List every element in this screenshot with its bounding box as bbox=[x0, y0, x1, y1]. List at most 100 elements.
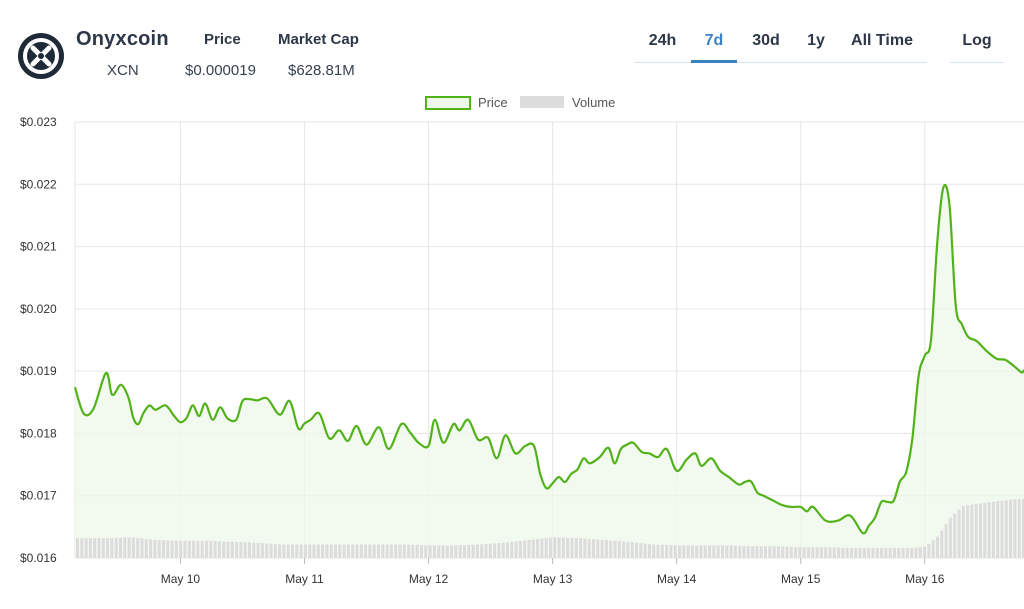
volume-bar bbox=[445, 545, 449, 558]
volume-bar bbox=[394, 544, 398, 558]
volume-bar bbox=[828, 547, 832, 558]
volume-bar bbox=[248, 542, 251, 558]
volume-bar bbox=[764, 546, 767, 558]
volume-bar bbox=[119, 537, 122, 558]
price-series bbox=[73, 183, 1024, 558]
volume-bar bbox=[424, 545, 428, 558]
volume-bar bbox=[226, 541, 230, 558]
volume-bar bbox=[402, 544, 406, 558]
volume-bar bbox=[299, 544, 303, 558]
price-legend-label[interactable]: Price bbox=[478, 95, 508, 110]
volume-bar bbox=[974, 503, 978, 558]
x-tick-label: May 12 bbox=[409, 572, 449, 586]
volume-bar bbox=[837, 547, 841, 558]
volume-bar bbox=[699, 545, 703, 558]
volume-bar bbox=[789, 546, 793, 558]
volume-bar bbox=[587, 538, 591, 558]
volume-bar bbox=[738, 545, 742, 558]
volume-bar bbox=[845, 547, 849, 558]
volume-bar bbox=[841, 547, 845, 558]
volume-bar bbox=[867, 548, 871, 558]
volume-bar bbox=[669, 545, 673, 558]
volume-bar bbox=[854, 548, 858, 558]
volume-bar bbox=[604, 540, 608, 558]
volume-bar bbox=[566, 537, 570, 558]
volume-bar bbox=[1004, 500, 1008, 558]
volume-bar bbox=[209, 541, 213, 558]
volume-bar bbox=[256, 542, 260, 558]
volume-bar bbox=[536, 539, 540, 558]
volume-bar bbox=[905, 548, 909, 558]
volume-bar bbox=[970, 504, 974, 558]
volume-bar bbox=[776, 546, 780, 558]
x-tick-label: May 15 bbox=[781, 572, 821, 586]
y-tick-label: $0.018 bbox=[20, 426, 57, 440]
tab-30d[interactable]: 30d bbox=[737, 26, 795, 63]
y-tick-label: $0.020 bbox=[20, 302, 57, 316]
volume-legend-label[interactable]: Volume bbox=[572, 95, 616, 110]
volume-legend-swatch[interactable] bbox=[520, 96, 564, 108]
price-value: $0.000019 bbox=[185, 62, 256, 79]
volume-bar bbox=[308, 544, 312, 558]
volume-bar bbox=[583, 538, 587, 558]
tab-24h[interactable]: 24h bbox=[634, 26, 691, 63]
volume-bar bbox=[316, 544, 320, 558]
volume-bar bbox=[781, 546, 785, 558]
volume-bar bbox=[759, 546, 763, 558]
volume-bar bbox=[239, 542, 243, 558]
volume-bar bbox=[497, 543, 501, 558]
volume-bar bbox=[372, 544, 376, 558]
onyxcoin-logo-icon bbox=[18, 33, 64, 79]
volume-bar bbox=[626, 541, 630, 558]
volume-bar bbox=[97, 538, 101, 558]
tab-7d[interactable]: 7d bbox=[691, 26, 737, 63]
volume-bar bbox=[652, 544, 656, 558]
volume-bar bbox=[1013, 499, 1017, 558]
volume-bar bbox=[484, 544, 488, 558]
volume-bar bbox=[824, 547, 828, 558]
volume-bar bbox=[222, 541, 226, 558]
volume-bar bbox=[708, 545, 712, 558]
volume-bar bbox=[613, 540, 617, 558]
volume-bar bbox=[957, 509, 961, 558]
y-tick-label: $0.023 bbox=[20, 115, 57, 129]
volume-bar bbox=[931, 540, 935, 558]
volume-bar bbox=[682, 545, 686, 558]
volume-bar bbox=[858, 548, 862, 558]
volume-bar bbox=[329, 544, 333, 558]
volume-bar bbox=[144, 538, 148, 558]
price-area-fill bbox=[75, 184, 1024, 558]
tab-all-time[interactable]: All Time bbox=[837, 26, 927, 63]
volume-bar bbox=[131, 537, 135, 558]
volume-bar bbox=[725, 545, 729, 558]
volume-bar bbox=[703, 545, 707, 558]
volume-bar bbox=[794, 546, 798, 558]
y-tick-label: $0.021 bbox=[20, 240, 57, 254]
volume-bar bbox=[200, 540, 204, 558]
tab-1y[interactable]: 1y bbox=[795, 26, 837, 63]
volume-bar bbox=[501, 542, 505, 558]
volume-bar bbox=[398, 544, 402, 558]
volume-bar bbox=[549, 537, 552, 558]
volume-bar bbox=[1022, 498, 1024, 558]
volume-bar bbox=[733, 545, 737, 558]
volume-bar bbox=[544, 538, 548, 558]
x-tick-label: May 14 bbox=[657, 572, 697, 586]
volume-bar bbox=[523, 540, 527, 558]
volume-bar bbox=[686, 545, 690, 558]
volume-bar bbox=[936, 536, 939, 558]
price-legend-swatch[interactable] bbox=[425, 96, 471, 110]
volume-bar bbox=[506, 542, 509, 558]
y-axis-labels: $0.023 $0.022 $0.021 $0.020 $0.019 $0.018 $0.0… bbox=[20, 115, 57, 565]
volume-bar bbox=[901, 548, 905, 558]
volume-bar bbox=[334, 544, 337, 558]
market-cap-value: $628.81M bbox=[288, 62, 355, 79]
price-line bbox=[73, 183, 1024, 535]
volume-bar bbox=[678, 545, 681, 558]
volume-bar bbox=[110, 538, 114, 558]
tab-log[interactable]: Log bbox=[950, 26, 1004, 63]
chart-header: Onyxcoin XCN Price $0.000019 Market Cap … bbox=[0, 0, 1024, 90]
volume-bar bbox=[944, 524, 948, 558]
volume-bar bbox=[303, 544, 307, 558]
